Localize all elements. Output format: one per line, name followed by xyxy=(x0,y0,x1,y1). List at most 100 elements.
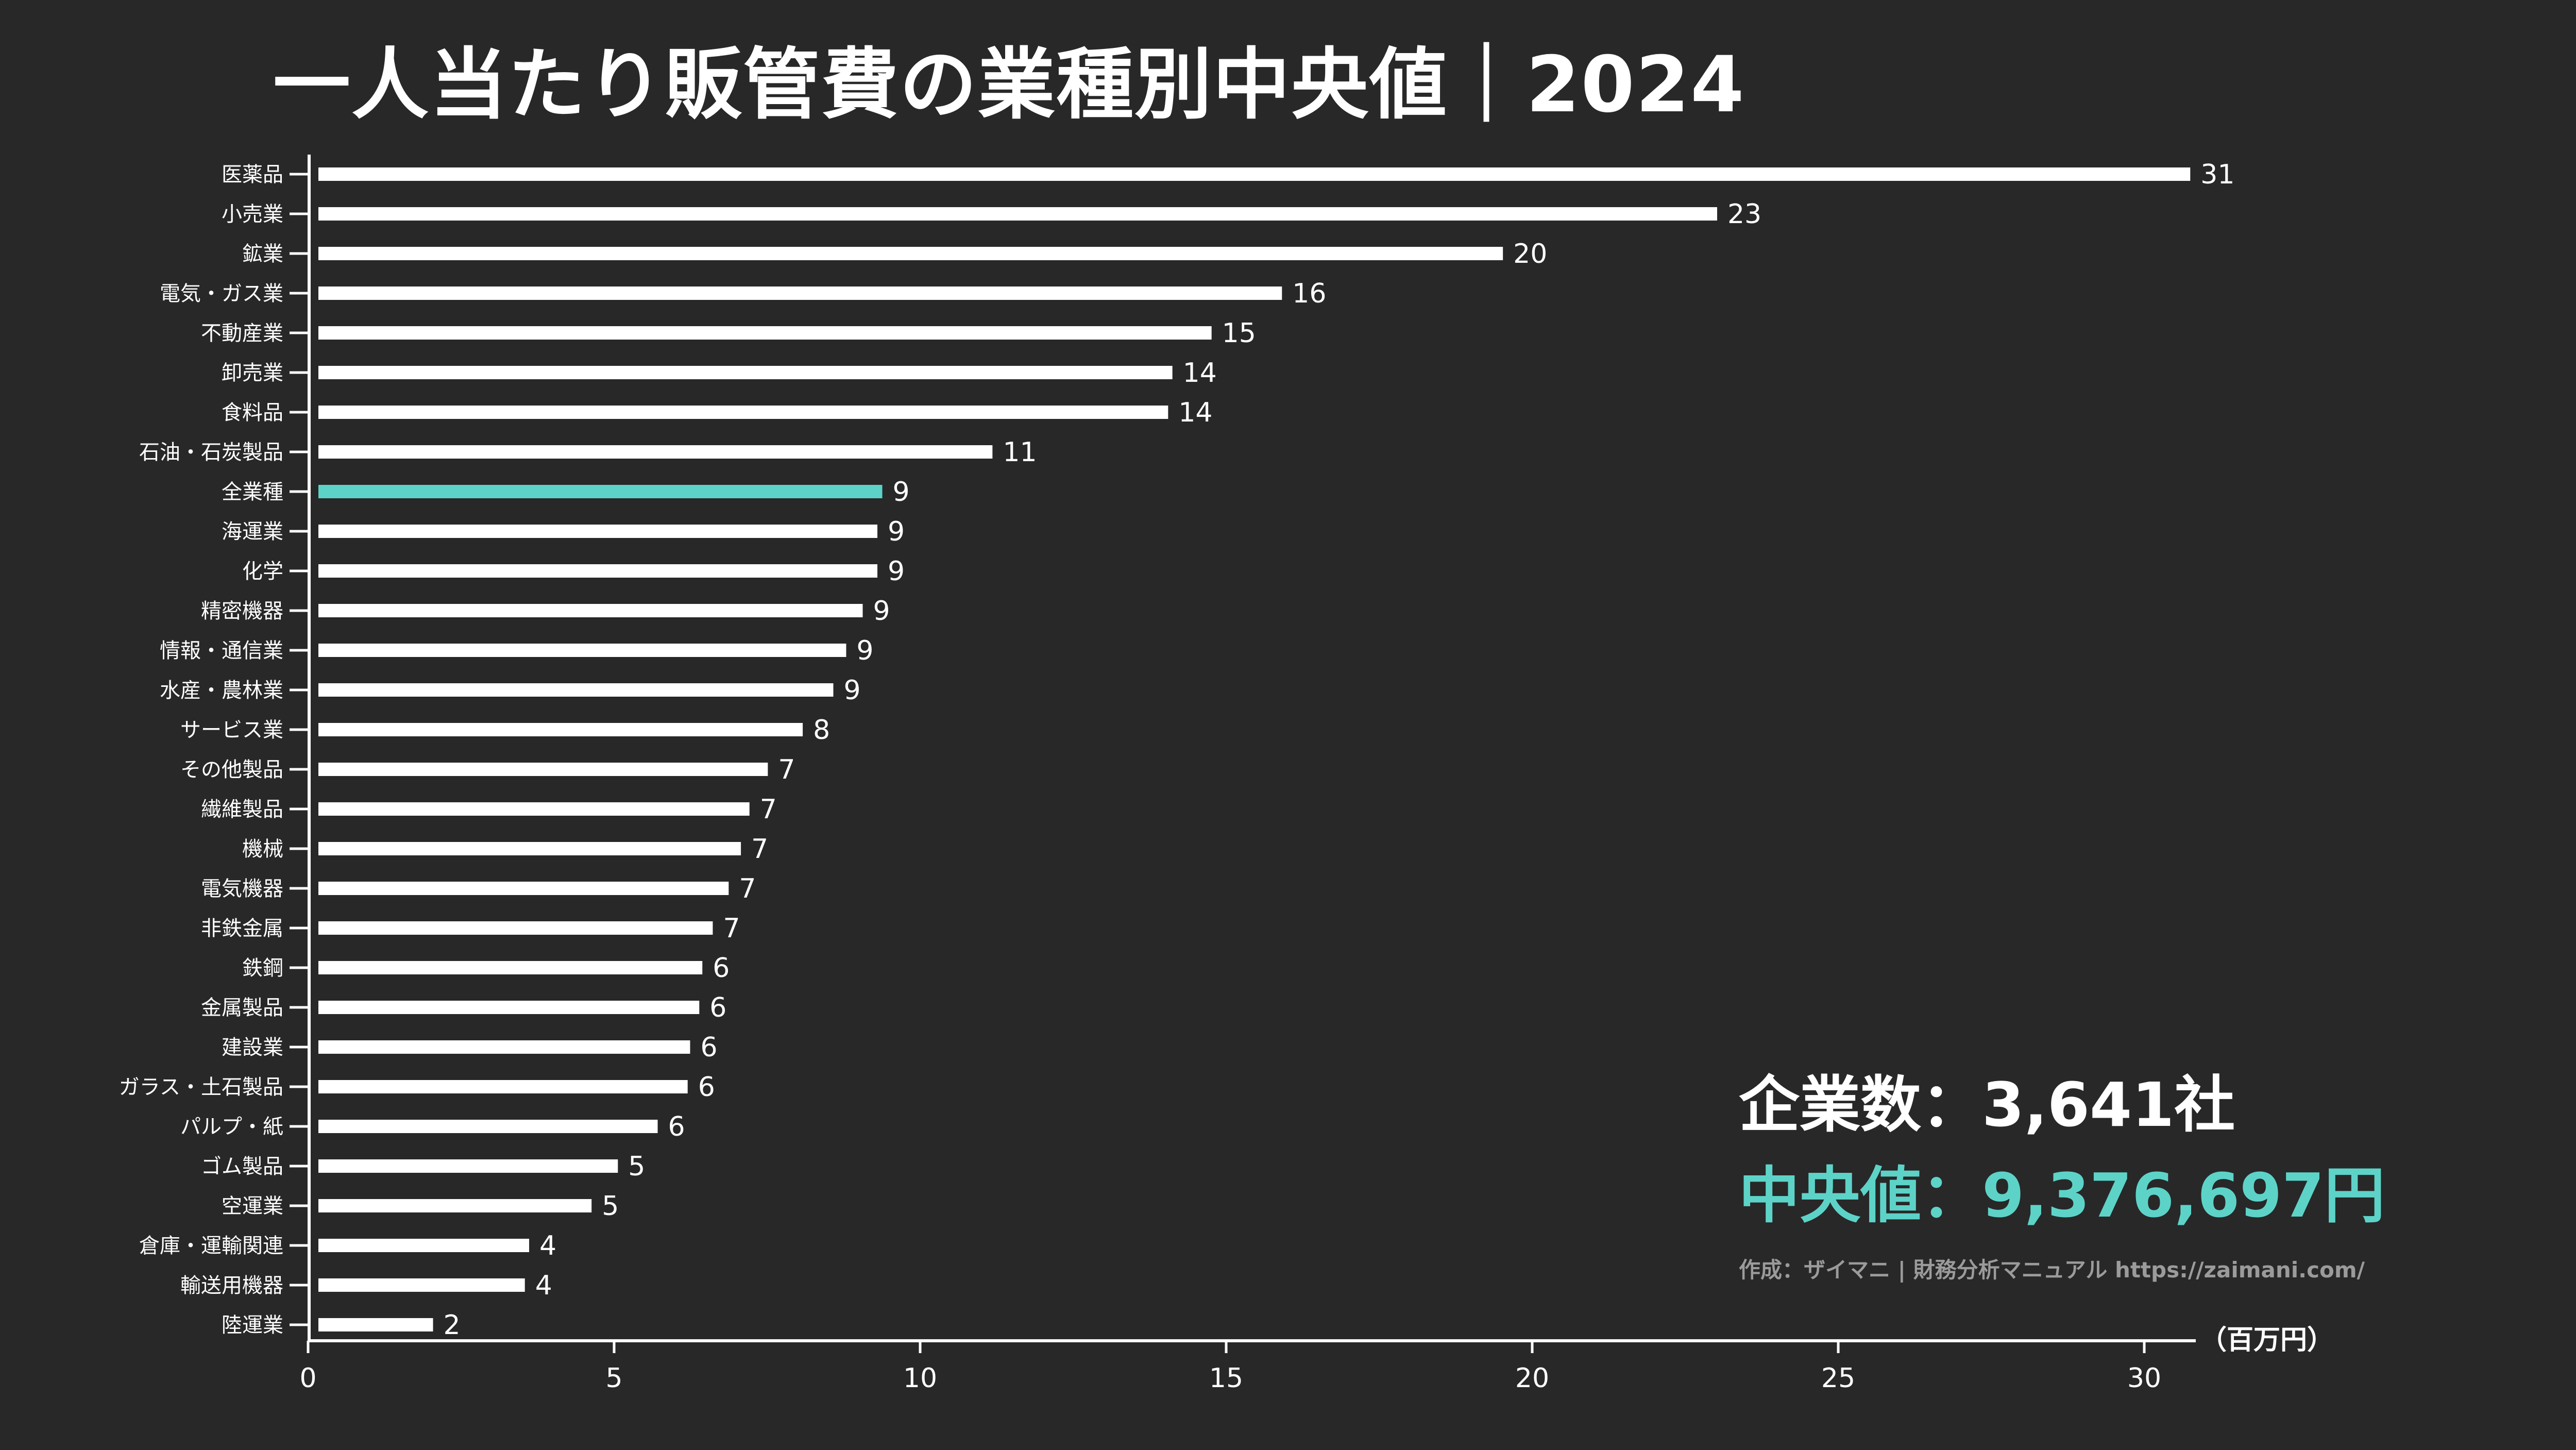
bar-value-label: 6 xyxy=(700,1032,717,1063)
bar-highlight xyxy=(318,485,883,498)
bar xyxy=(318,921,713,935)
category-label: 鉄鋼 xyxy=(242,956,283,980)
median-value-text: 中央値：9,376,697円 xyxy=(1739,1160,2385,1231)
category-label: 情報・通信業 xyxy=(160,639,283,663)
category-label: 不動産業 xyxy=(201,322,283,345)
bar xyxy=(318,1080,688,1093)
bar xyxy=(318,644,846,657)
category-label: 繊維製品 xyxy=(201,798,283,821)
bar xyxy=(318,525,878,538)
bar-value-label: 4 xyxy=(539,1230,556,1261)
x-axis-unit-label: （百万円） xyxy=(2200,1325,2334,1356)
bar-value-label: 2 xyxy=(444,1310,461,1341)
bar-value-label: 6 xyxy=(709,992,726,1023)
x-tick-label: 30 xyxy=(2127,1363,2161,1394)
x-tick-label: 20 xyxy=(1515,1363,1549,1394)
category-label: パルプ・紙 xyxy=(180,1115,283,1139)
bar-value-label: 9 xyxy=(888,516,905,547)
bar-value-label: 5 xyxy=(628,1151,645,1182)
bar-value-label: 7 xyxy=(723,913,740,944)
bar xyxy=(318,723,803,736)
category-label: サービス業 xyxy=(180,718,283,742)
category-label: 輸送用機器 xyxy=(180,1274,283,1297)
bar-value-label: 9 xyxy=(856,635,873,666)
category-label: 水産・農林業 xyxy=(160,679,283,702)
category-label: その他製品 xyxy=(180,758,283,782)
bar-value-label: 7 xyxy=(778,754,795,785)
category-label: ガラス・土石製品 xyxy=(119,1075,283,1099)
category-label: 機械 xyxy=(242,837,283,861)
bar-value-label: 7 xyxy=(739,873,756,904)
credit-text: 作成：ザイマニ | 財務分析マニュアル https://zaimani.com/ xyxy=(1739,1257,2365,1283)
category-label: 倉庫・運輸関連 xyxy=(139,1234,283,1258)
chart-title: 一人当たり販管費の業種別中央値｜2024 xyxy=(273,40,1745,130)
bar-value-label: 9 xyxy=(843,675,860,706)
category-label: 卸売業 xyxy=(222,361,283,385)
bar-value-label: 14 xyxy=(1183,358,1217,389)
x-tick-label: 0 xyxy=(299,1363,316,1394)
bar xyxy=(318,286,1282,300)
bar-value-label: 20 xyxy=(1513,239,1547,269)
category-label: 陸運業 xyxy=(222,1313,283,1337)
bar xyxy=(318,1001,700,1014)
bar-value-label: 16 xyxy=(1292,278,1326,309)
bar-value-label: 7 xyxy=(751,834,768,865)
bar-value-label: 23 xyxy=(1727,199,1761,230)
bar xyxy=(318,406,1168,419)
bar-value-label: 5 xyxy=(602,1191,619,1222)
bar xyxy=(318,961,703,974)
bar xyxy=(318,763,768,776)
x-tick-label: 15 xyxy=(1209,1363,1243,1394)
category-label: 食料品 xyxy=(222,401,283,425)
bar xyxy=(318,1278,525,1292)
bar xyxy=(318,1159,618,1173)
bar-value-label: 9 xyxy=(888,556,905,587)
bar xyxy=(318,167,2191,181)
bar xyxy=(318,604,863,617)
bar-value-label: 7 xyxy=(760,794,777,825)
bar xyxy=(318,802,750,816)
category-label: 海運業 xyxy=(222,520,283,544)
bar-value-label: 6 xyxy=(713,953,730,984)
category-label: 小売業 xyxy=(222,203,283,226)
bar-value-label: 14 xyxy=(1178,397,1212,428)
bar-value-label: 9 xyxy=(873,596,890,627)
bar xyxy=(318,564,878,578)
bar xyxy=(318,842,741,855)
category-label: 医薬品 xyxy=(222,163,283,187)
bar xyxy=(318,1318,433,1331)
bar xyxy=(318,1040,690,1054)
category-label: 金属製品 xyxy=(201,996,283,1020)
category-label: 化学 xyxy=(242,560,283,583)
bar xyxy=(318,247,1503,260)
company-count-text: 企業数：3,641社 xyxy=(1739,1069,2235,1140)
bar xyxy=(318,1199,592,1212)
category-label: 石油・石炭製品 xyxy=(139,441,283,464)
bar xyxy=(318,1239,530,1252)
bar xyxy=(318,1120,658,1133)
bar-value-label: 31 xyxy=(2200,159,2234,190)
category-label: 全業種 xyxy=(222,480,283,504)
category-label: 電気・ガス業 xyxy=(160,282,283,306)
bar-value-label: 6 xyxy=(668,1111,685,1142)
category-label: 電気機器 xyxy=(201,877,283,901)
bar-value-label: 4 xyxy=(535,1270,552,1301)
bar xyxy=(318,683,834,697)
category-label: ゴム製品 xyxy=(201,1155,283,1178)
bar xyxy=(318,366,1173,379)
category-label: 鉱業 xyxy=(242,242,283,266)
x-tick-label: 10 xyxy=(903,1363,937,1394)
summary-annotation: 企業数：3,641社 中央値：9,376,697円 作成：ザイマニ | 財務分析… xyxy=(1739,1074,2385,1284)
bar xyxy=(318,207,1717,221)
bar xyxy=(318,445,993,459)
x-tick-label: 25 xyxy=(1821,1363,1855,1394)
bar xyxy=(318,326,1212,340)
bar-value-label: 15 xyxy=(1222,318,1256,349)
category-label: 非鉄金属 xyxy=(201,917,283,940)
category-label: 建設業 xyxy=(222,1036,283,1059)
category-label: 精密機器 xyxy=(201,599,283,623)
axes-layer: 医薬品小売業鉱業電気・ガス業不動産業卸売業食料品石油・石炭製品全業種海運業化学精… xyxy=(119,155,2196,1394)
bar-value-label: 8 xyxy=(813,715,830,746)
